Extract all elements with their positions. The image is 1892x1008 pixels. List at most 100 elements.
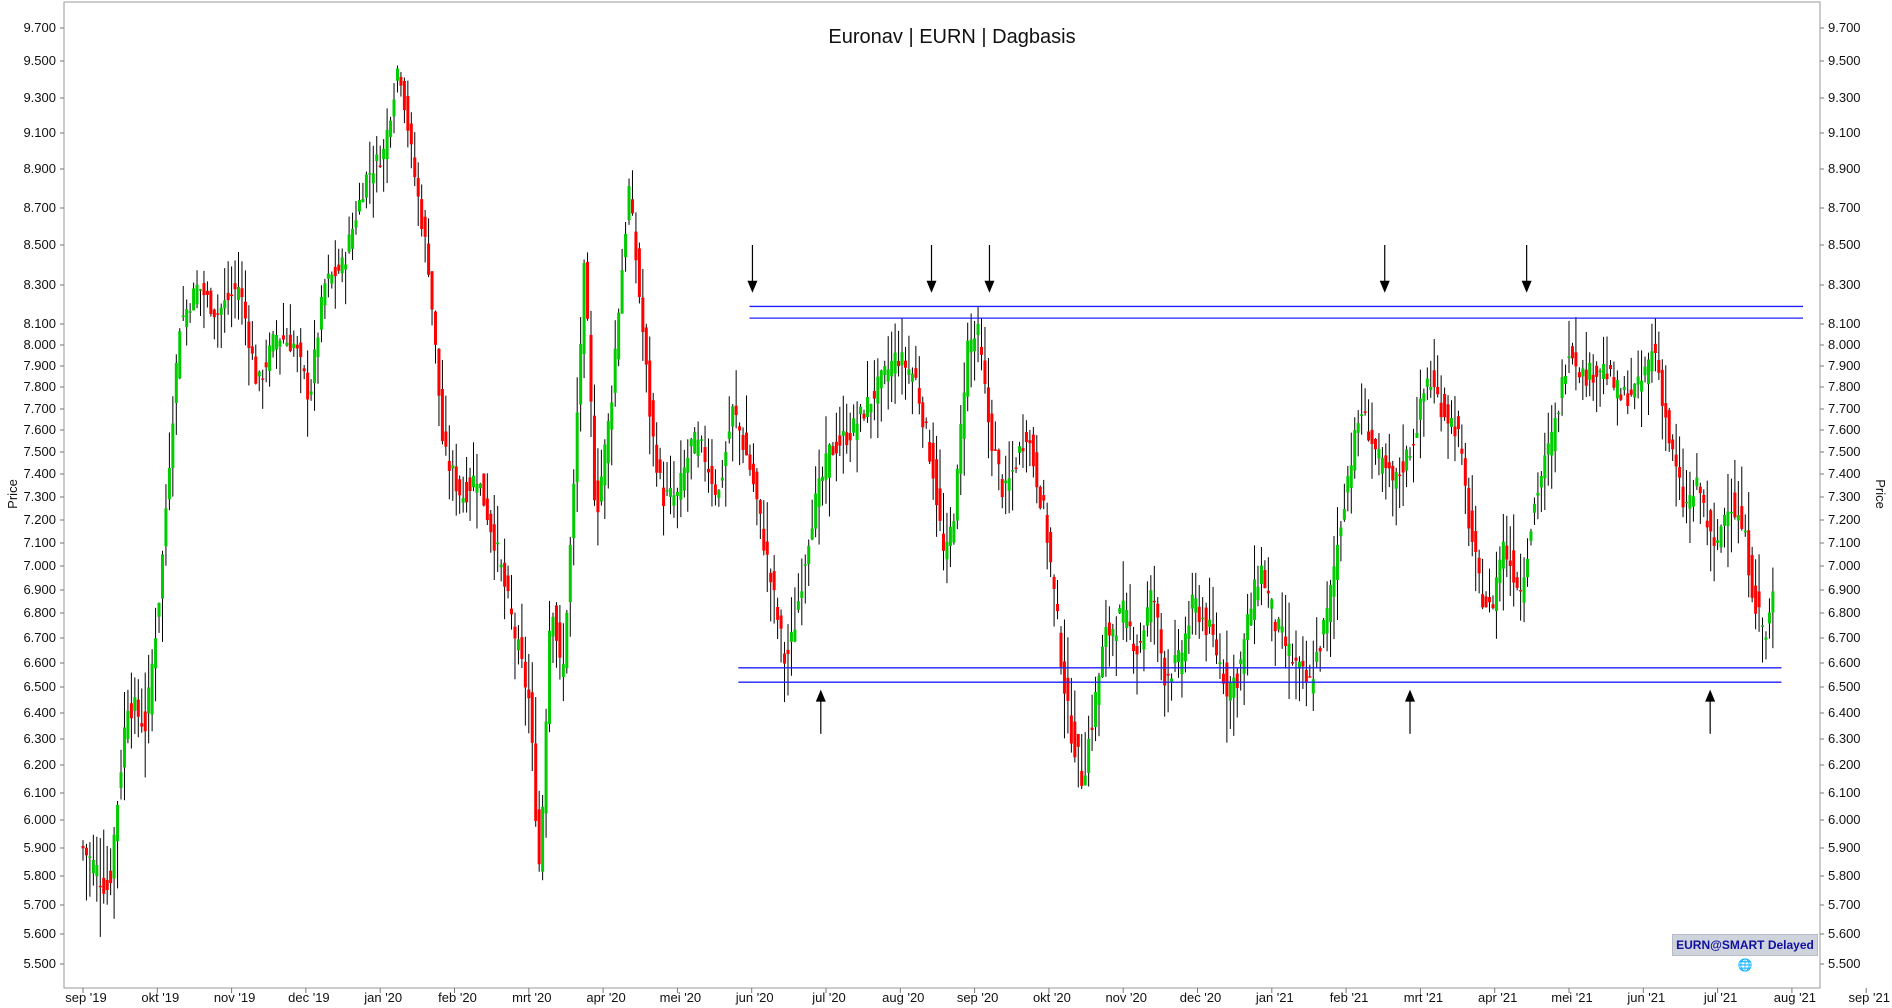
candle-body bbox=[679, 472, 683, 500]
candle-body bbox=[1660, 369, 1664, 406]
candle-body bbox=[931, 442, 935, 479]
candle-body bbox=[1453, 426, 1457, 437]
candle-body bbox=[247, 321, 251, 349]
candle-body bbox=[1149, 590, 1153, 623]
candle-body bbox=[1059, 632, 1063, 667]
candle-body bbox=[955, 468, 959, 521]
candle-body bbox=[496, 542, 500, 545]
down-arrow-head bbox=[747, 280, 758, 293]
candle-body bbox=[1443, 393, 1447, 418]
candle-body bbox=[1311, 679, 1315, 694]
candle-body bbox=[216, 313, 220, 315]
candle-body bbox=[1100, 646, 1104, 678]
y-tick-label: 7.500 bbox=[1828, 444, 1861, 459]
candle-body bbox=[1235, 673, 1239, 688]
y-tick-label: 7.600 bbox=[1828, 422, 1861, 437]
candle-body bbox=[582, 262, 586, 355]
candle-body bbox=[769, 572, 773, 583]
candle-body bbox=[682, 467, 686, 491]
candle-body bbox=[727, 431, 731, 439]
y-axis-label-right: Price bbox=[1873, 479, 1888, 509]
candle-body bbox=[385, 129, 389, 160]
candle-body bbox=[330, 274, 334, 284]
candle-body bbox=[962, 392, 966, 439]
candle-body bbox=[852, 418, 856, 433]
candle-body bbox=[472, 475, 476, 488]
candle-body bbox=[1436, 386, 1440, 395]
candle-body bbox=[838, 435, 842, 446]
candle-body bbox=[230, 294, 234, 297]
y-tick-label: 6.600 bbox=[23, 655, 56, 670]
candle-body bbox=[195, 284, 199, 305]
candle-body bbox=[399, 76, 403, 86]
candle-body bbox=[489, 513, 493, 533]
candle-body bbox=[910, 373, 914, 382]
candle-body bbox=[872, 390, 876, 399]
candle-body bbox=[268, 345, 272, 371]
x-axis: sep '19 okt '19 nov '19 dec '19 jan '20 feb '… bbox=[65, 988, 1890, 1005]
source-badge: EURN@SMART Delayed 🌐 bbox=[1672, 934, 1818, 972]
candle-body bbox=[1166, 673, 1170, 676]
candle-body bbox=[1256, 586, 1260, 601]
x-tick-label: jan '20 bbox=[363, 990, 402, 1005]
candle-body bbox=[1577, 372, 1581, 378]
y-tick-label: 7.000 bbox=[1828, 558, 1861, 573]
candle-body bbox=[1719, 526, 1723, 548]
candle-body bbox=[1477, 557, 1481, 574]
candle-body bbox=[1266, 590, 1270, 594]
candle-body bbox=[513, 626, 517, 639]
candle-body bbox=[1515, 577, 1519, 588]
candle-body bbox=[91, 859, 95, 874]
x-tick-label: feb '20 bbox=[438, 990, 477, 1005]
candle-body bbox=[1757, 591, 1761, 608]
candle-body bbox=[1709, 510, 1713, 532]
candle-body bbox=[1640, 380, 1644, 392]
candle-body bbox=[976, 323, 980, 336]
candle-body bbox=[1087, 738, 1091, 773]
candle-body bbox=[1474, 531, 1478, 552]
y-tick-label: 8.000 bbox=[1828, 337, 1861, 352]
candle-body bbox=[468, 477, 472, 491]
candle-body bbox=[223, 300, 227, 309]
candle-body bbox=[1712, 537, 1716, 546]
candle-body bbox=[1132, 643, 1136, 652]
candles-layer bbox=[81, 65, 1775, 937]
candle-body bbox=[1045, 514, 1049, 543]
y-tick-label: 8.100 bbox=[1828, 316, 1861, 331]
candle-body bbox=[993, 449, 997, 451]
candle-body bbox=[1152, 600, 1156, 603]
candle-body bbox=[257, 371, 261, 377]
candle-body bbox=[1484, 596, 1488, 608]
candle-body bbox=[751, 463, 755, 485]
candle-body bbox=[302, 368, 306, 372]
candle-body bbox=[883, 366, 887, 376]
candle-body bbox=[427, 243, 431, 275]
candle-body bbox=[409, 123, 413, 145]
candle-body bbox=[1595, 365, 1599, 377]
candle-body bbox=[395, 68, 399, 81]
y-tick-label: 6.200 bbox=[23, 757, 56, 772]
candle-body bbox=[644, 327, 648, 365]
y-tick-label: 7.200 bbox=[23, 512, 56, 527]
y-tick-label: 6.300 bbox=[1828, 731, 1861, 746]
candle-body bbox=[1201, 617, 1205, 620]
y-tick-label: 7.400 bbox=[23, 466, 56, 481]
y-tick-label: 5.500 bbox=[1828, 956, 1861, 971]
candle-body bbox=[278, 340, 282, 347]
candle-body bbox=[1076, 734, 1080, 747]
candle-body bbox=[523, 661, 527, 688]
up-arrow-head bbox=[1404, 689, 1415, 702]
candle-body bbox=[1650, 351, 1654, 372]
candle-body bbox=[1294, 657, 1298, 661]
candle-body bbox=[406, 95, 410, 131]
plot-area bbox=[63, 1, 1821, 989]
candle-body bbox=[1532, 503, 1536, 513]
candle-body bbox=[198, 289, 202, 291]
candle-body bbox=[98, 885, 102, 888]
candle-body bbox=[1684, 501, 1688, 504]
y-tick-label: 8.500 bbox=[23, 237, 56, 252]
candle-body bbox=[1439, 402, 1443, 418]
candle-body bbox=[475, 483, 479, 493]
down-arrow-head bbox=[984, 280, 995, 293]
candle-body bbox=[503, 562, 507, 587]
